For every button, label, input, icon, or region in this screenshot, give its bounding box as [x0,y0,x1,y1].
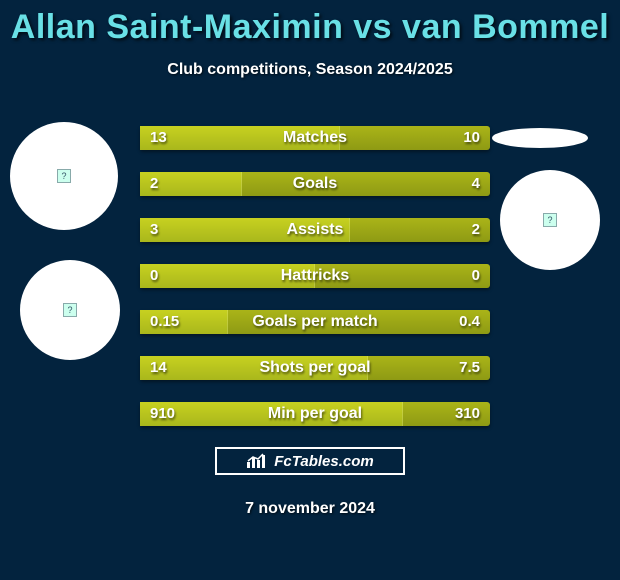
page-subtitle: Club competitions, Season 2024/2025 [0,61,620,79]
comparison-chart: 13Matches102Goals43Assists20Hattricks00.… [140,126,490,448]
stat-value-right: 0.4 [459,310,480,334]
stat-value-right: 310 [455,402,480,426]
stat-label: Min per goal [140,402,490,426]
stat-value-right: 7.5 [459,356,480,380]
stat-row: 3Assists2 [140,218,490,242]
page-title: Allan Saint-Maximin vs van Bommel [0,0,620,47]
decorative-ellipse [492,128,588,148]
stat-row: 910Min per goal310 [140,402,490,426]
stat-label: Assists [140,218,490,242]
stat-row: 2Goals4 [140,172,490,196]
stat-value-right: 2 [472,218,480,242]
player-left-avatar-primary: ? [10,122,118,230]
stat-row: 13Matches10 [140,126,490,150]
stat-label: Goals [140,172,490,196]
comparison-date: 7 november 2024 [0,500,620,518]
stat-row: 0Hattricks0 [140,264,490,288]
image-placeholder-icon: ? [63,303,77,317]
stat-label: Matches [140,126,490,150]
stat-value-right: 4 [472,172,480,196]
branding-text: FcTables.com [274,453,373,470]
player-left-avatar-secondary: ? [20,260,120,360]
stat-value-right: 0 [472,264,480,288]
stat-label: Hattricks [140,264,490,288]
branding-badge: FcTables.com [215,447,405,475]
image-placeholder-icon: ? [543,213,557,227]
stat-row: 14Shots per goal7.5 [140,356,490,380]
stat-value-right: 10 [463,126,480,150]
stat-row: 0.15Goals per match0.4 [140,310,490,334]
stat-label: Goals per match [140,310,490,334]
image-placeholder-icon: ? [57,169,71,183]
player-right-avatar-primary: ? [500,170,600,270]
stat-label: Shots per goal [140,356,490,380]
branding-chart-icon [246,453,268,469]
